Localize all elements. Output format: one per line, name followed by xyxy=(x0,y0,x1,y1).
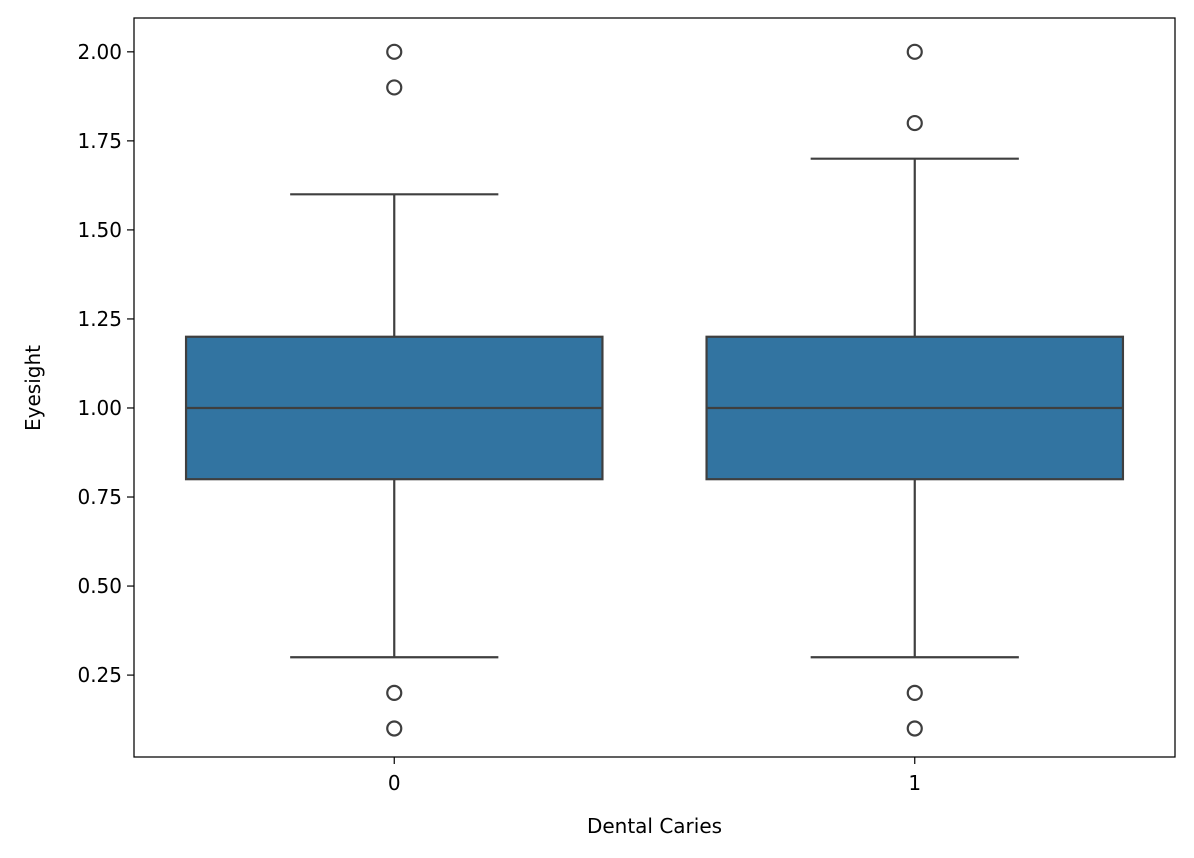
y-tick-label: 0.75 xyxy=(77,485,122,509)
y-tick-label: 1.50 xyxy=(77,218,122,242)
y-tick-label: 1.00 xyxy=(77,396,122,420)
outlier-point xyxy=(906,43,923,60)
plot-frame xyxy=(133,17,1176,758)
outlier-point xyxy=(386,684,403,701)
outlier-point xyxy=(906,684,923,701)
y-tick-label: 0.25 xyxy=(77,663,122,687)
outlier-point xyxy=(386,79,403,96)
outlier-point xyxy=(386,720,403,737)
y-axis-label: Eyesight xyxy=(21,345,45,431)
y-tick-label: 1.25 xyxy=(77,307,122,331)
x-axis-label: Dental Caries xyxy=(587,814,722,838)
box-group-1 xyxy=(705,43,1125,737)
y-tick-label: 2.00 xyxy=(77,40,122,64)
outlier-point xyxy=(906,114,923,132)
y-axis: 0.25 0.50 0.75 1.00 1.25 1.50 1.75 2.00 xyxy=(77,40,134,687)
y-tick-label: 1.75 xyxy=(77,129,122,153)
outlier-point xyxy=(906,720,923,737)
y-tick-label: 0.50 xyxy=(77,574,122,598)
outlier-point xyxy=(386,43,403,60)
box-group-0 xyxy=(184,43,604,737)
x-tick-label: 0 xyxy=(388,771,401,795)
plot-area xyxy=(184,43,1125,737)
x-tick-label: 1 xyxy=(908,771,921,795)
